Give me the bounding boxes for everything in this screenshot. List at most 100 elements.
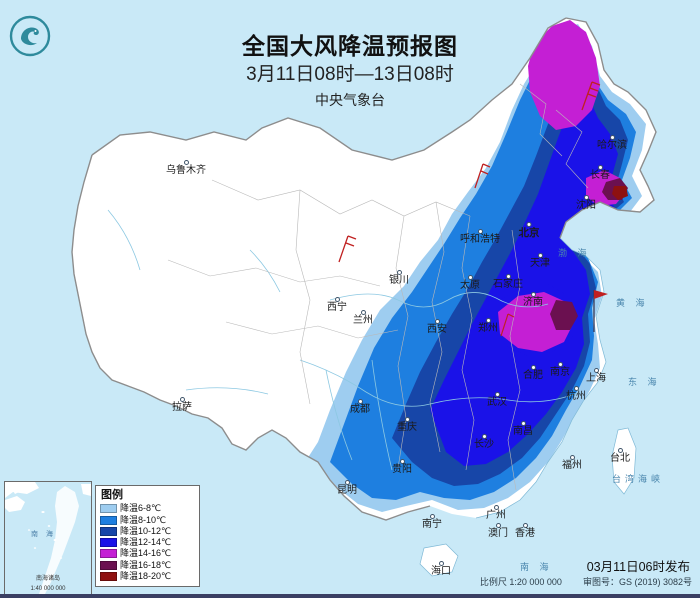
city-marker-icon	[593, 368, 599, 373]
city-name: 昆明	[337, 485, 357, 496]
city-name: 武汉	[487, 397, 507, 408]
city-marker-icon	[583, 195, 589, 200]
legend-label: 降温10-12℃	[120, 525, 172, 536]
city-label: 南京	[550, 362, 570, 378]
band-12-14-core	[430, 92, 618, 466]
city-marker-icon	[522, 523, 528, 528]
city-name: 海口	[431, 566, 451, 577]
legend-swatch	[100, 572, 117, 582]
inset-geometry	[5, 482, 91, 594]
scale-approval-line: 比例尺 1:20 000 000 审图号：GS (2019) 3082号	[480, 575, 692, 588]
rivers	[107, 209, 581, 471]
legend-swatch	[100, 526, 117, 536]
city-name: 台北	[610, 453, 630, 464]
city-label: 呼和浩特	[460, 229, 500, 245]
legend-label: 降温6-8℃	[120, 503, 162, 514]
city-label: 南昌	[513, 421, 533, 437]
city-marker-icon	[617, 448, 623, 453]
city-label: 长沙	[474, 434, 494, 450]
inset-scale: 1:40 000 000	[30, 586, 66, 592]
city-name: 太原	[460, 280, 480, 291]
city-label: 海口	[431, 561, 451, 577]
city-marker-icon	[609, 135, 615, 140]
city-label: 郑州	[478, 318, 498, 334]
city-marker-icon	[494, 392, 500, 397]
city-label: 西安	[427, 319, 447, 335]
city-name: 哈尔滨	[597, 140, 627, 151]
city-marker-icon	[429, 514, 435, 519]
city-name: 长沙	[474, 439, 494, 450]
city-label: 澳门	[488, 523, 508, 539]
legend-title: 图例	[101, 489, 123, 501]
province-boundaries	[167, 83, 589, 491]
city-name: 西宁	[327, 302, 347, 313]
wind-barb-icon	[581, 81, 601, 111]
city-name: 贵阳	[392, 464, 412, 475]
city-marker-icon	[396, 270, 402, 275]
city-label: 上海	[586, 368, 606, 384]
city-marker-icon	[434, 319, 440, 324]
city-label: 广州	[486, 505, 506, 521]
cma-logo	[9, 15, 51, 57]
legend-item: 降温8-10℃	[100, 514, 195, 525]
city-name: 石家庄	[493, 279, 523, 290]
city-marker-icon	[179, 397, 185, 402]
city-name: 天津	[530, 258, 550, 269]
city-label: 贵阳	[392, 459, 412, 475]
city-name: 杭州	[566, 391, 586, 402]
city-marker-icon	[399, 459, 405, 464]
city-marker-icon	[569, 455, 575, 460]
legend-label: 降温12-14℃	[120, 537, 172, 548]
city-name: 乌鲁木齐	[166, 165, 206, 176]
legend-swatch	[100, 560, 117, 570]
city-label: 银川	[389, 270, 409, 286]
legend-label: 降温18-20℃	[120, 571, 172, 582]
city-marker-icon	[530, 365, 536, 370]
city-name: 香港	[515, 528, 535, 539]
city-name: 南京	[550, 367, 570, 378]
map-scale: 比例尺 1:20 000 000	[479, 577, 562, 587]
approval-number: 审图号：GS (2019) 3082号	[582, 577, 692, 587]
inset-sea-label: 南 海	[31, 531, 56, 538]
legend-item: 降温18-20℃	[100, 571, 195, 582]
wind-barb-icon	[338, 235, 357, 263]
city-label: 昆明	[337, 480, 357, 496]
legend-label: 降温8-10℃	[120, 514, 167, 525]
city-marker-icon	[404, 417, 410, 422]
sea-label: 黄 海	[616, 298, 649, 308]
legend-item: 降温10-12℃	[100, 526, 195, 537]
city-marker-icon	[477, 229, 483, 234]
city-name: 西安	[427, 324, 447, 335]
bottom-strip	[0, 594, 700, 598]
city-label: 合肥	[523, 365, 543, 381]
legend-item: 降温6-8℃	[100, 503, 195, 514]
city-label: 杭州	[566, 386, 586, 402]
city-marker-icon	[360, 310, 366, 315]
city-marker-icon	[485, 318, 491, 323]
city-name: 南昌	[513, 426, 533, 437]
city-label: 拉萨	[172, 397, 192, 413]
city-name: 成都	[350, 404, 370, 415]
city-name: 银川	[389, 275, 409, 286]
legend-item: 降温12-14℃	[100, 537, 195, 548]
south-china-sea-inset: 南 海 南海诸岛 1:40 000 000	[4, 481, 92, 596]
city-name: 上海	[586, 373, 606, 384]
city-label: 石家庄	[493, 274, 523, 290]
legend-item: 降温14-16℃	[100, 548, 195, 559]
legend: 图例 降温6-8℃ 降温8-10℃ 降温10-12℃ 降温12-14℃ 降温14-16℃…	[95, 485, 200, 588]
city-label: 沈阳	[576, 195, 596, 211]
legend-swatch	[100, 515, 117, 525]
city-label: 太原	[460, 275, 480, 291]
city-marker-icon	[597, 165, 603, 170]
city-marker-icon	[573, 386, 579, 391]
city-marker-icon	[467, 275, 473, 280]
city-label: 台北	[610, 448, 630, 464]
city-label: 乌鲁木齐	[166, 160, 206, 176]
city-marker-icon	[357, 399, 363, 404]
city-marker-icon	[557, 362, 563, 367]
city-label: 兰州	[353, 310, 373, 326]
city-label: 天津	[530, 253, 550, 269]
city-marker-icon	[344, 480, 350, 485]
city-name: 重庆	[397, 422, 417, 433]
